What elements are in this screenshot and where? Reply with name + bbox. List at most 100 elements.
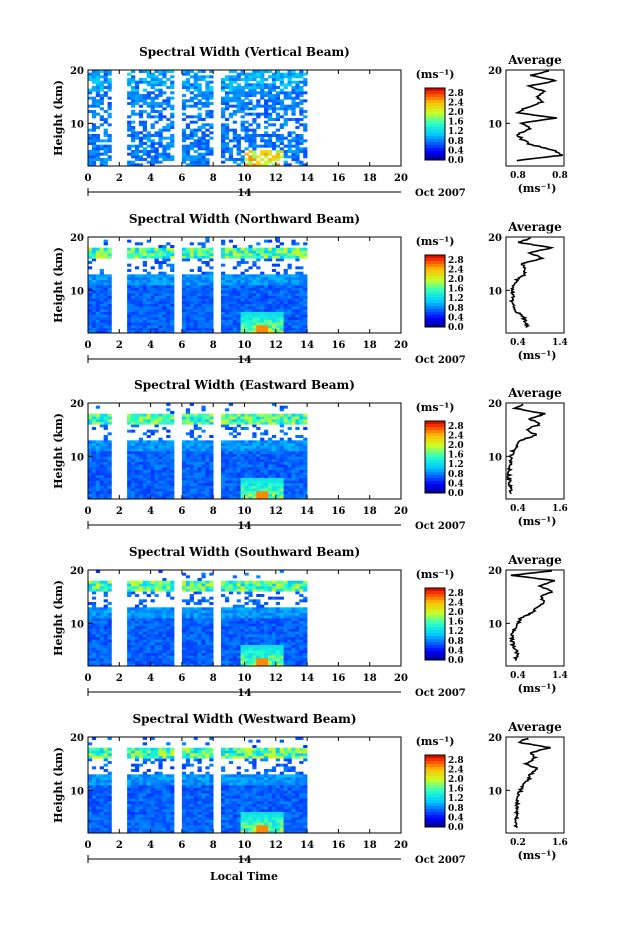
colorbar-segment [425,648,445,651]
colorbar-tick-label: 1.6 [448,785,464,795]
colorbar-segment [425,767,445,770]
colorbar-segment [425,472,445,475]
profile-y-tick-label: 20 [488,566,502,577]
y-axis-label: Height (km) [52,247,65,323]
colorbar-segment [425,630,445,633]
date-label: Oct 2007 [415,355,466,366]
colorbar-segment [425,627,445,630]
date-label: Oct 2007 [415,188,466,199]
x-tick-label: 10 [238,506,252,517]
colorbar-tick-label: 2.8 [448,756,464,766]
colorbar-segment [425,273,445,276]
colorbar-segment [425,612,445,615]
colorbar-tick-label: 0.0 [448,823,464,833]
colorbar: (ms⁻¹)2.82.42.01.61.20.80.40.0 [416,235,464,333]
colorbar: (ms⁻¹)2.82.42.01.61.20.80.40.0 [416,401,464,499]
x-tick-label: 0 [85,340,92,351]
colorbar-segment [425,318,445,321]
colorbar-segment [425,487,445,490]
colorbar-segment [425,136,445,139]
x-tick-label: 12 [269,840,283,851]
x-tick-label: 2 [116,173,123,184]
profile-x-tick-label: 0.4 [510,504,526,514]
x-tick-label: 0 [85,673,92,684]
x-tick-label: 16 [331,506,345,517]
colorbar-segment [425,112,445,115]
x-tick-label: 14 [300,673,314,684]
x-tick-label: 20 [394,506,408,517]
y-tick-label: 20 [70,566,84,577]
x-axis-label: Local Time [210,870,278,883]
x-tick-label: 18 [363,340,377,351]
panel-3: Spectral Width (Eastward Beam)2010Height… [52,378,568,532]
colorbar-tick-label: 0.8 [448,470,464,480]
profile-y-tick-label: 10 [488,619,502,630]
panel-title: Spectral Width (Westward Beam) [132,712,356,726]
colorbar-segment [425,130,445,133]
colorbar-tick-label: 0.8 [448,637,464,647]
x-tick-label: 8 [210,340,217,351]
colorbar-tick-label: 1.6 [448,285,464,295]
colorbar-segment [425,442,445,445]
x-tick-label: 10 [238,673,252,684]
colorbar-segment [425,303,445,306]
x-tick-label: 4 [147,840,154,851]
colorbar-segment [425,421,445,424]
colorbar-tick-label: 2.0 [448,441,464,451]
profile-y-tick-label: 20 [488,66,502,77]
colorbar-tick-label: 0.4 [448,813,464,823]
colorbar-segment [425,773,445,776]
x-tick-label: 4 [147,506,154,517]
colorbar-tick-label: 1.6 [448,118,464,128]
colorbar-segment [425,645,445,648]
colorbar-segment [425,451,445,454]
colorbar-tick-label: 1.2 [448,294,464,304]
x-tick-label: 12 [269,673,283,684]
y-tick-label: 10 [70,452,84,463]
colorbar-segment [425,600,445,603]
colorbar-segment [425,439,445,442]
x-tick-label: 10 [238,340,252,351]
colorbar-tick-label: 2.4 [448,265,464,275]
colorbar-segment [425,606,445,609]
colorbar-segment [425,481,445,484]
colorbar-segment [425,427,445,430]
colorbar: (ms⁻¹)2.82.42.01.61.20.80.40.0 [416,68,464,166]
colorbar-segment [425,139,445,142]
x-tick-label: 18 [363,840,377,851]
colorbar-segment [425,654,445,657]
x-tick-label: 14 [300,340,314,351]
date-label: Oct 2007 [415,855,466,866]
x-tick-label: 20 [394,173,408,184]
colorbar-segment [425,106,445,109]
x-tick-label: 6 [178,673,185,684]
y-axis-label: Height (km) [52,413,65,489]
colorbar-segment [425,294,445,297]
colorbar-segment [425,460,445,463]
colorbar-tick-label: 0.0 [448,656,464,666]
heatmap [88,237,307,333]
colorbar-tick-label: 0.4 [448,146,464,156]
heatmap [88,737,307,833]
colorbar-segment [425,454,445,457]
x-tick-label: 14 [300,840,314,851]
x-tick-label: 16 [331,173,345,184]
profile-x-tick-label: 0.8 [552,171,568,181]
y-tick-label: 10 [70,119,84,130]
colorbar-segment [425,124,445,127]
profile-y-tick-label: 10 [488,286,502,297]
profile-x-tick-label: 1.6 [552,504,568,514]
date-marker: 14 [238,355,252,366]
colorbar-tick-label: 2.8 [448,422,464,432]
x-tick-label: 2 [116,673,123,684]
colorbar-segment [425,788,445,791]
colorbar-tick-label: 0.0 [448,489,464,499]
x-tick-label: 8 [210,673,217,684]
y-axis-label: Height (km) [52,80,65,156]
profile-y-tick-label: 10 [488,452,502,463]
x-tick-label: 18 [363,173,377,184]
date-marker: 14 [238,521,252,532]
y-axis-label: Height (km) [52,747,65,823]
colorbar-segment [425,818,445,821]
